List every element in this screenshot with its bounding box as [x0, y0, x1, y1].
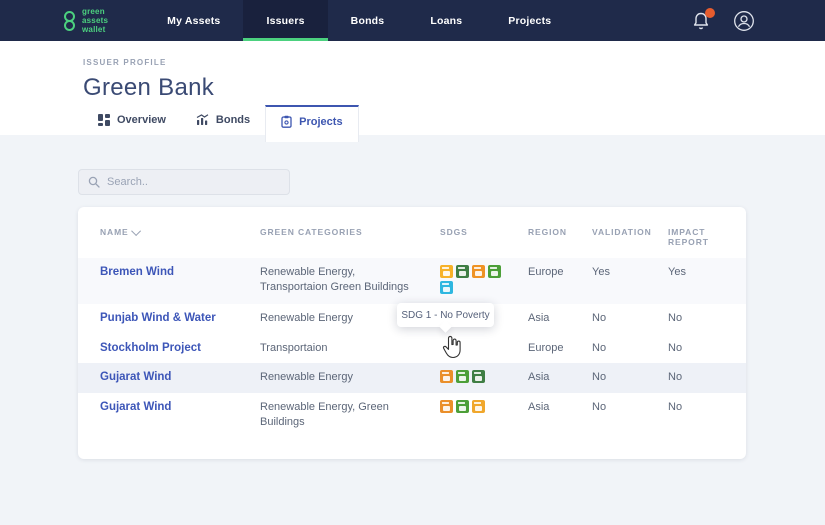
grid-icon: [98, 114, 110, 126]
region-cell: Europe: [528, 342, 564, 354]
column-header-impact-report[interactable]: IMPACT REPORT: [668, 227, 709, 247]
green-categories-cell: Renewable Energy: [260, 312, 353, 324]
bell-icon: [693, 12, 709, 29]
region-cell: Asia: [528, 371, 550, 383]
project-name-link[interactable]: Gujarat Wind: [100, 401, 172, 413]
sdg-no-poverty-icon[interactable]: [440, 370, 453, 383]
sdg-no-poverty-icon[interactable]: [440, 400, 453, 413]
table-row-stockholm-project[interactable]: Stockholm Project Transportaion Europe No No: [78, 334, 746, 363]
chart-icon: [196, 114, 209, 126]
impact-report-cell: No: [668, 312, 683, 324]
search-icon: [88, 176, 100, 188]
tab-overview[interactable]: Overview: [83, 106, 181, 135]
validation-cell: No: [592, 342, 607, 354]
nav-item-my-assets[interactable]: My Assets: [167, 14, 221, 27]
profile-tabs: Overview Bonds Projects: [83, 105, 359, 142]
tab-bonds[interactable]: Bonds: [181, 106, 265, 135]
page-title: Green Bank: [83, 74, 215, 101]
projects-table-card: NAME GREEN CATEGORIES SDGS REGION VALIDATION…: [78, 207, 746, 459]
profile-button[interactable]: [733, 10, 755, 32]
user-avatar-icon: [734, 10, 754, 31]
sdg-tooltip: SDG 1 - No Poverty: [397, 303, 494, 327]
sdg-life-on-land-icon[interactable]: [488, 265, 501, 278]
table-row-bremen-wind[interactable]: Bremen Wind Renewable Energy, Transportai…: [78, 258, 746, 304]
column-header-validation[interactable]: VALIDATION: [592, 227, 652, 237]
column-header-sdgs[interactable]: SDGS: [440, 227, 468, 237]
project-name-link[interactable]: Punjab Wind & Water: [100, 312, 216, 324]
nav-item-projects[interactable]: Projects: [508, 14, 552, 27]
nav-item-loans[interactable]: Loans: [430, 14, 463, 27]
search-placeholder: Search..: [107, 176, 148, 188]
table-row-gujarat-wind[interactable]: Gujarat Wind Renewable Energy, Green Buil…: [78, 393, 746, 437]
column-header-green-categories[interactable]: GREEN CATEGORIES: [260, 227, 363, 237]
clipboard-icon: [281, 115, 292, 128]
search-input[interactable]: Search..: [78, 169, 290, 195]
content-area: Search.. NAME GREEN CATEGORIES SDGS REGION V…: [0, 135, 825, 459]
impact-report-cell: No: [668, 371, 683, 383]
impact-report-cell: No: [668, 401, 683, 413]
validation-cell: No: [592, 371, 607, 383]
sdg-climate-action-icon[interactable]: [472, 370, 485, 383]
issuer-header: ISSUER PROFILE Green Bank Overview Bonds P…: [0, 41, 825, 142]
sdg-climate-action-icon[interactable]: [456, 265, 469, 278]
nav-item-bonds[interactable]: Bonds: [350, 14, 385, 27]
table-body: Bremen Wind Renewable Energy, Transportai…: [78, 258, 746, 437]
sdg-sustainable-cities-icon[interactable]: [472, 265, 485, 278]
logo-g-icon: [64, 10, 75, 31]
green-categories-cell: Renewable Energy: [260, 371, 353, 383]
sdgs-cell: [440, 370, 510, 386]
column-header-region[interactable]: REGION: [528, 227, 567, 237]
sdgs-cell: [440, 400, 510, 416]
main-nav: My Assets Issuers Bonds Loans Projects: [144, 0, 574, 41]
sdg-clean-energy-icon[interactable]: [440, 265, 453, 278]
sdg-clean-water-icon[interactable]: [440, 281, 453, 294]
tab-label: Bonds: [215, 114, 251, 126]
sdg-tooltip-text: SDG 1 - No Poverty: [401, 309, 490, 321]
green-categories-cell: Renewable Energy, Transportaion Green Bu…: [260, 266, 409, 293]
region-cell: Asia: [528, 401, 550, 413]
project-name-link[interactable]: Stockholm Project: [100, 342, 201, 354]
sort-chevron-down-icon: [130, 225, 141, 236]
nav-item-issuers[interactable]: Issuers: [243, 0, 328, 41]
impact-report-cell: Yes: [668, 266, 686, 278]
notifications-button[interactable]: [690, 7, 715, 32]
green-categories-cell: Renewable Energy, Green Buildings: [260, 401, 389, 428]
green-categories-cell: Transportaion: [260, 342, 328, 354]
tab-projects[interactable]: Projects: [265, 105, 359, 142]
project-name-link[interactable]: Gujarat Wind: [100, 371, 172, 383]
validation-cell: Yes: [592, 266, 610, 278]
nav-right: [690, 0, 755, 41]
tab-label: Projects: [299, 115, 343, 128]
sdgs-cell: [440, 265, 510, 297]
region-cell: Asia: [528, 312, 550, 324]
region-cell: Europe: [528, 266, 564, 278]
app-logo[interactable]: green assets wallet: [64, 0, 108, 41]
impact-report-cell: No: [668, 342, 683, 354]
sdg-life-on-land-icon[interactable]: [456, 370, 469, 383]
sdg-life-on-land-icon[interactable]: [456, 400, 469, 413]
validation-cell: No: [592, 312, 607, 324]
column-header-name[interactable]: NAME: [100, 225, 260, 237]
logo-text: green assets wallet: [82, 7, 109, 34]
notification-dot: [705, 7, 715, 18]
validation-cell: No: [592, 401, 607, 413]
sdg-clean-energy-icon[interactable]: [472, 400, 485, 413]
tab-label: Overview: [117, 114, 166, 126]
table-row-gujarat-wind[interactable]: Gujarat Wind Renewable Energy Asia No No: [78, 363, 746, 393]
project-name-link[interactable]: Bremen Wind: [100, 266, 175, 278]
eyebrow-label: ISSUER PROFILE: [83, 58, 167, 67]
top-navbar: green assets wallet My Assets Issuers Bonds L…: [0, 0, 825, 41]
table-header-row: NAME GREEN CATEGORIES SDGS REGION VALIDATION…: [78, 211, 746, 258]
